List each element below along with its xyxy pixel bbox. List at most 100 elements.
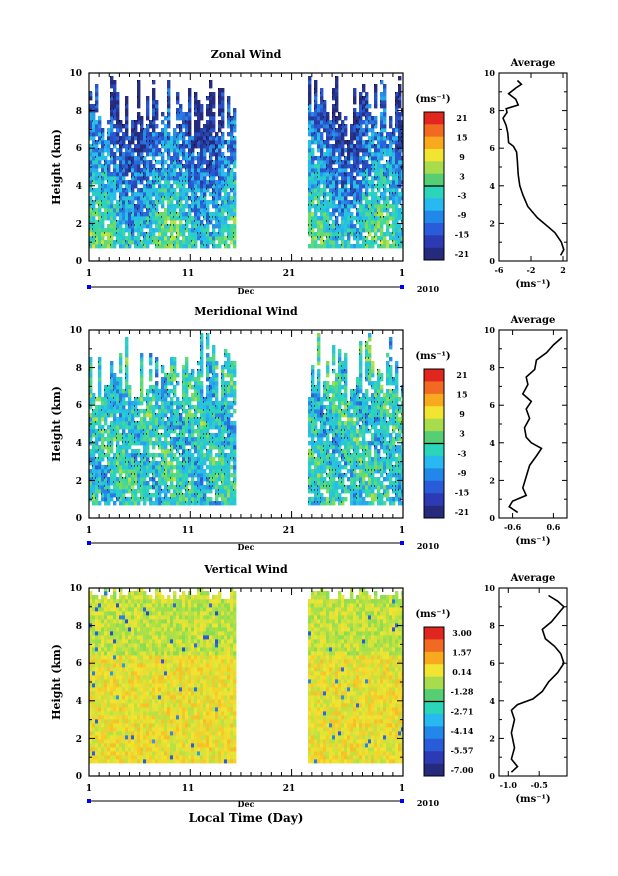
contour-dot: [170, 497, 171, 499]
heatmap-cell: [155, 216, 159, 221]
heatmap-cell: [89, 433, 93, 438]
heatmap-cell: [98, 128, 102, 133]
heatmap-cell: [206, 365, 210, 370]
heatmap-cell: [170, 373, 174, 378]
heatmap-cell: [203, 497, 207, 502]
contour-dot: [194, 473, 195, 475]
heatmap-cell: [350, 192, 354, 197]
heatmap-cell: [140, 481, 144, 486]
heatmap-cell: [335, 224, 339, 229]
heatmap-cell: [332, 200, 336, 205]
contour-dot: [323, 140, 324, 142]
heatmap-cell: [170, 421, 174, 426]
contour-dot: [125, 240, 126, 242]
heatmap-cell: [194, 501, 198, 506]
heatmap-cell: [176, 108, 180, 113]
heatmap-cell: [170, 224, 174, 229]
heatmap-cell: [110, 212, 114, 217]
heatmap-cell: [395, 128, 399, 133]
colorbar-tick-label: -9: [458, 210, 467, 220]
heatmap-cell: [200, 389, 204, 394]
heatmap-cell: [329, 184, 333, 189]
heatmap-cell: [218, 461, 222, 466]
heatmap-cell: [380, 180, 384, 185]
heatmap-cell: [206, 413, 210, 418]
heatmap-cell: [161, 425, 165, 430]
heatmap-cell: [395, 204, 399, 209]
heatmap-cell: [146, 244, 150, 249]
heatmap-cell: [233, 220, 237, 225]
heatmap-cell: [185, 493, 189, 498]
heatmap-cell: [95, 192, 99, 197]
heatmap-cell: [152, 120, 156, 125]
heatmap-cell: [218, 244, 222, 249]
heatmap-cell: [341, 152, 345, 157]
heatmap-cell: [347, 236, 351, 241]
heatmap-cell: [164, 401, 168, 406]
heatmap-cell: [164, 493, 168, 498]
heatmap-cell: [185, 152, 189, 157]
heatmap-cell: [203, 232, 207, 237]
heatmap-cell: [197, 389, 201, 394]
contour-dot: [179, 413, 180, 415]
heatmap-cell: [380, 124, 384, 129]
heatmap-cell: [101, 429, 105, 434]
heatmap-cell: [116, 140, 120, 145]
heatmap-cell: [326, 184, 330, 189]
heatmap-cell: [377, 156, 381, 161]
heatmap-cell: [317, 168, 321, 173]
heatmap-cell: [158, 405, 162, 410]
heatmap-cell: [200, 180, 204, 185]
heatmap-cell: [89, 112, 93, 117]
heatmap-cell: [374, 192, 378, 197]
heatmap-cell: [200, 136, 204, 141]
heatmap-cell: [143, 417, 147, 422]
heatmap-cell: [170, 429, 174, 434]
heatmap-cell: [104, 188, 108, 193]
heatmap-cell: [107, 409, 111, 414]
heatmap-cell: [230, 160, 234, 165]
heatmap-cell: [152, 144, 156, 149]
heatmap-cell: [353, 148, 357, 153]
heatmap-cell: [206, 164, 210, 169]
contour-dot: [194, 409, 195, 411]
contour-dot: [122, 208, 123, 210]
heatmap-cell: [140, 128, 144, 133]
heatmap-cell: [335, 160, 339, 165]
contour-dot: [200, 337, 201, 339]
heatmap-cell: [368, 152, 372, 157]
heatmap-cell: [110, 224, 114, 229]
heatmap-cell: [392, 192, 396, 197]
heatmap-cell: [161, 112, 165, 117]
heatmap-cell: [149, 204, 153, 209]
heatmap-cell: [335, 120, 339, 125]
heatmap-cell: [173, 216, 177, 221]
heatmap-cell: [140, 401, 144, 406]
heatmap-cell: [185, 373, 189, 378]
heatmap-cell: [122, 465, 126, 470]
heatmap-cell: [383, 104, 387, 109]
contour-dot: [167, 172, 168, 174]
heatmap-cell: [98, 413, 102, 418]
heatmap-cell: [398, 216, 402, 221]
heatmap-cell: [224, 236, 228, 241]
contour-dot: [176, 144, 177, 146]
heatmap-cell: [209, 417, 213, 422]
heatmap-cell: [311, 116, 315, 121]
heatmap-cell: [119, 180, 123, 185]
heatmap-cell: [125, 224, 129, 229]
heatmap-cell: [359, 100, 363, 105]
heatmap-cell: [380, 132, 384, 137]
heatmap-cell: [119, 425, 123, 430]
heatmap-cell: [218, 224, 222, 229]
heatmap-cell: [95, 212, 99, 217]
heatmap-cell: [116, 240, 120, 245]
contour-dot: [170, 449, 171, 451]
heatmap-cell: [230, 449, 234, 454]
heatmap-cell: [218, 236, 222, 241]
heatmap-cell: [227, 357, 231, 362]
heatmap-cell: [176, 176, 180, 181]
heatmap-cell: [161, 465, 165, 470]
heatmap-cell: [107, 385, 111, 390]
heatmap-cell: [206, 425, 210, 430]
